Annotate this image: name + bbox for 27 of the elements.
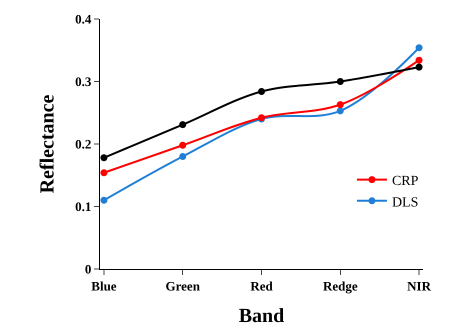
point xyxy=(416,56,423,64)
point xyxy=(179,121,186,128)
point xyxy=(179,142,186,149)
point xyxy=(258,88,265,95)
point xyxy=(100,169,108,176)
x-tick-label: Redge xyxy=(322,278,358,294)
x-axis-title: Band xyxy=(238,305,284,328)
point xyxy=(100,196,108,204)
point xyxy=(100,154,108,162)
y-axis-title: Reflectance xyxy=(36,94,59,194)
x-tick-label: Green xyxy=(166,278,201,294)
legend-label: DLS xyxy=(392,195,418,210)
y-tick-label: 0.3 xyxy=(75,74,92,90)
y-tick-label: 0.1 xyxy=(75,199,92,214)
point xyxy=(416,64,423,71)
y-tick-label: 0.2 xyxy=(75,136,92,152)
x-tick-label: Red xyxy=(250,278,274,294)
point xyxy=(416,44,423,52)
legend-label: CRP xyxy=(392,174,419,190)
point xyxy=(336,107,344,114)
point xyxy=(336,101,344,108)
point xyxy=(179,153,186,160)
point xyxy=(336,78,344,85)
x-tick-label: Blue xyxy=(91,278,117,294)
y-tick-label: 0 xyxy=(84,262,92,277)
y-tick-label: 0.4 xyxy=(75,12,92,27)
x-tick-label: NIR xyxy=(407,278,432,294)
